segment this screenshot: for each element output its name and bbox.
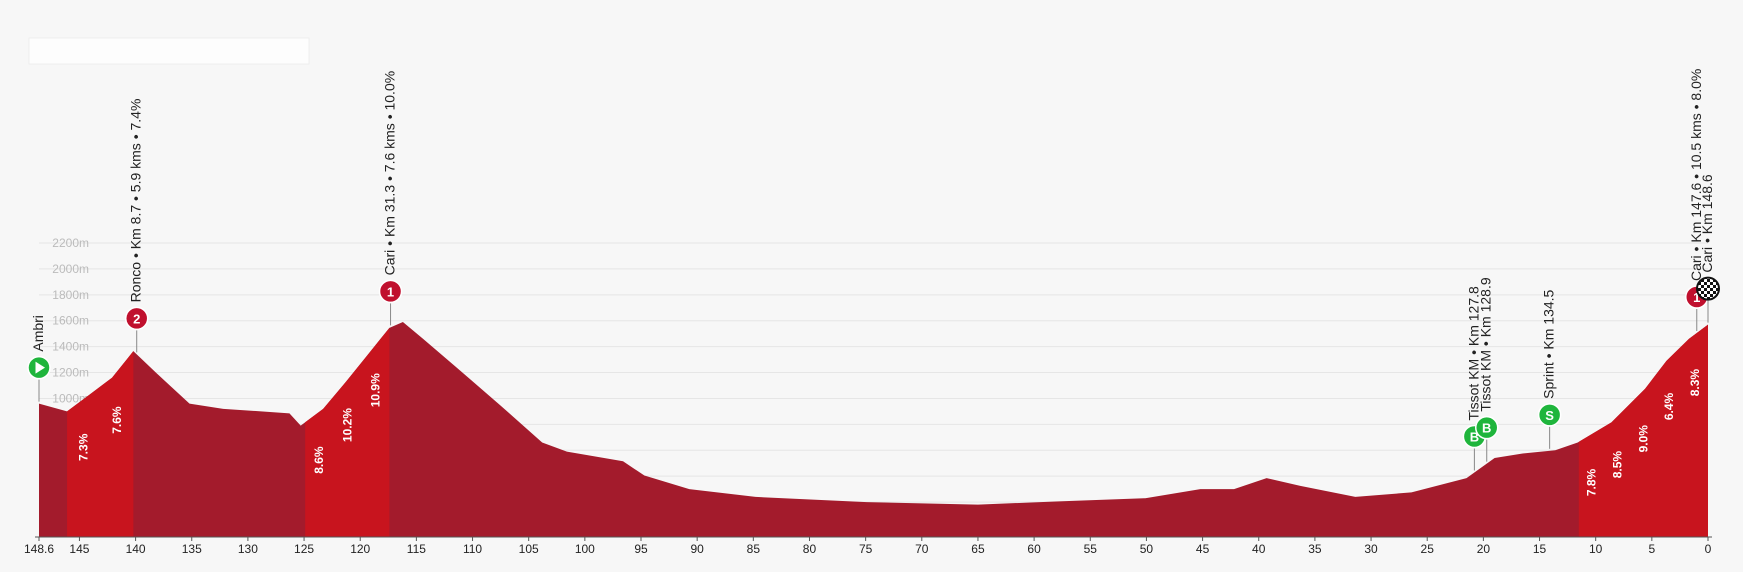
marker-icon: [124, 306, 149, 331]
gradient-label: 7.8%: [1585, 468, 1599, 496]
marker-label: Cari • Km 31.3 • 7.6 kms • 10.0%: [382, 71, 398, 276]
x-tick-label: 110: [463, 542, 482, 556]
marker-label: Ronco • Km 8.7 • 5.9 kms • 7.4%: [128, 99, 144, 303]
x-tick-label: 35: [1308, 542, 1322, 556]
marker-label: Tissot KM • Km 128.9: [1478, 277, 1494, 412]
x-tick-label: 80: [803, 542, 817, 556]
y-tick-label: 1600m: [52, 314, 89, 328]
x-tick-label: 105: [519, 542, 539, 556]
x-tick-label: 90: [690, 542, 704, 556]
x-tick-label: 85: [747, 542, 761, 556]
gradient-label: 7.6%: [110, 406, 124, 434]
x-tick-label: 140: [126, 542, 146, 556]
start-icon: [35, 361, 45, 374]
climb-segment: [305, 327, 390, 537]
marker-badge: 1: [387, 284, 394, 299]
y-tick-label: 2000m: [52, 262, 89, 276]
x-tick-label: 65: [971, 542, 985, 556]
y-tick-label: 1400m: [52, 340, 89, 354]
x-tick-label: 70: [915, 542, 929, 556]
finish-icon: [1696, 276, 1720, 301]
marker-badge: B: [1470, 430, 1479, 445]
x-tick-label: 95: [634, 542, 648, 556]
gradient-label: 8.6%: [312, 446, 326, 474]
gradient-label: 10.9%: [368, 373, 382, 407]
x-tick-label: 115: [407, 542, 426, 556]
marker-icon: [378, 279, 403, 304]
gradient-label: 8.3%: [1688, 369, 1702, 397]
x-tick-label: 15: [1533, 542, 1547, 556]
marker-label: Cari • Km 148.6: [1699, 174, 1715, 272]
marker-label: Ambri: [30, 315, 46, 352]
x-tick-label: 5: [1648, 542, 1655, 556]
x-tick-label: 120: [350, 542, 370, 556]
y-tick-label: 2200m: [52, 236, 89, 250]
x-tick-label: 25: [1421, 542, 1435, 556]
x-tick-label: 125: [294, 542, 314, 556]
x-tick-label: 148.6: [24, 542, 54, 556]
climb-segment: [1578, 324, 1708, 537]
climb-segment: [67, 351, 134, 537]
gradient-label: 9.0%: [1636, 425, 1650, 453]
x-tick-label: 45: [1196, 542, 1210, 556]
x-tick-label: 20: [1477, 542, 1491, 556]
y-tick-label: 1800m: [52, 288, 89, 302]
marker-label: Tissot KM • Km 127.8: [1465, 286, 1481, 421]
gradient-label: 6.4%: [1662, 392, 1676, 420]
x-tick-label: 30: [1364, 542, 1378, 556]
marker-label: Cari • Km 147.6 • 10.5 kms • 8.0%: [1688, 69, 1704, 281]
gradient-label: 7.3%: [77, 433, 91, 461]
marker-label: Sprint • Km 134.5: [1541, 289, 1557, 398]
y-tick-label: 1200m: [52, 366, 89, 380]
x-tick-label: 75: [859, 542, 873, 556]
x-tick-label: 55: [1084, 542, 1098, 556]
marker-badge: S: [1545, 408, 1554, 423]
marker-badge: 1: [1693, 290, 1700, 305]
title-box: [28, 37, 310, 65]
x-tick-label: 145: [69, 542, 89, 556]
x-tick-label: 60: [1027, 542, 1041, 556]
x-tick-label: 50: [1140, 542, 1154, 556]
x-tick-label: 40: [1252, 542, 1266, 556]
marker-badge: B: [1482, 421, 1491, 436]
x-tick-label: 135: [182, 542, 202, 556]
x-tick-label: 10: [1589, 542, 1603, 556]
x-tick-label: 130: [238, 542, 258, 556]
gradient-label: 10.2%: [340, 408, 354, 442]
marker-icon: [1474, 415, 1499, 440]
elevation-profile: [39, 322, 1708, 537]
x-tick-label: 0: [1705, 542, 1712, 556]
x-tick-label: 100: [575, 542, 595, 556]
gradient-label: 8.5%: [1611, 451, 1625, 479]
marker-badge: 2: [133, 311, 140, 326]
marker-icon: [1537, 403, 1562, 427]
